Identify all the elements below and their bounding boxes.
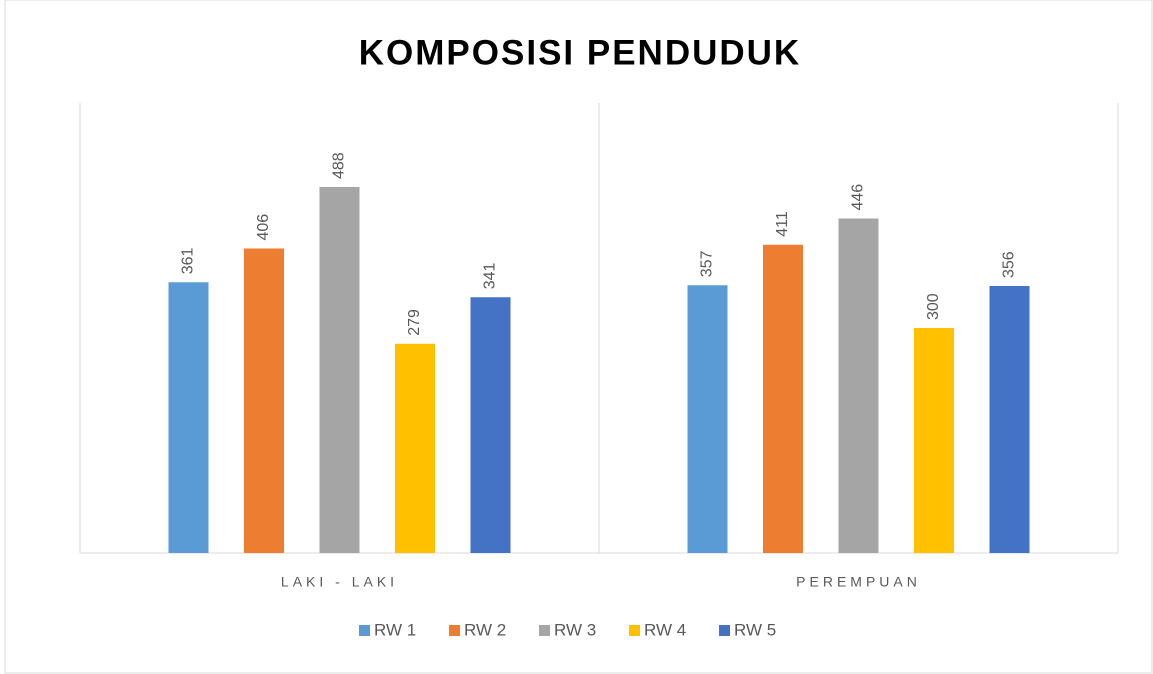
- bar: [395, 343, 435, 553]
- data-label: 361: [180, 247, 197, 274]
- legend-label: RW 1: [374, 620, 416, 639]
- bar: [168, 282, 209, 553]
- bar: [244, 248, 284, 553]
- legend-swatch: [539, 625, 550, 636]
- legend-label: RW 5: [734, 620, 776, 639]
- data-label: 488: [331, 152, 348, 179]
- bar: [687, 285, 728, 553]
- legend-swatch: [449, 625, 460, 636]
- data-label: 411: [774, 211, 791, 237]
- bar: [319, 187, 360, 553]
- data-label: 446: [850, 184, 867, 211]
- legend-label: RW 4: [644, 620, 686, 639]
- data-label: 356: [1001, 251, 1018, 278]
- legend-swatch: [719, 625, 730, 636]
- data-label: 341: [482, 262, 499, 289]
- legend-label: RW 2: [464, 620, 506, 639]
- data-label: 406: [255, 214, 272, 241]
- data-label: 300: [925, 293, 942, 320]
- legend-swatch: [359, 625, 370, 636]
- chart-title: KOMPOSISI PENDUDUK: [359, 33, 801, 72]
- bar: [470, 297, 511, 553]
- x-tick-label: PEREMPUAN: [796, 574, 921, 590]
- x-tick-label: LAKI - LAKI: [281, 574, 398, 590]
- bar: [989, 286, 1030, 553]
- bar: [838, 218, 879, 553]
- bar: [763, 244, 803, 553]
- bar: [914, 328, 954, 553]
- data-label: 279: [406, 309, 423, 336]
- legend-label: RW 3: [554, 620, 596, 639]
- legend-swatch: [629, 625, 640, 636]
- data-label: 357: [699, 250, 716, 277]
